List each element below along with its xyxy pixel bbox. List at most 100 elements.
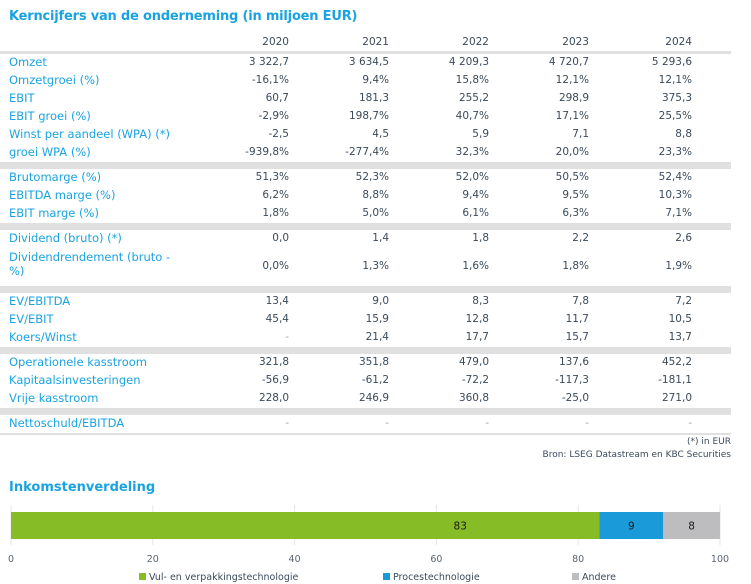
chart-title: Inkomstenverdeling — [9, 480, 156, 495]
cell-value: 9,5% — [562, 189, 589, 201]
cell-value: 181,3 — [358, 92, 389, 104]
cell-value: -277,4% — [345, 146, 389, 158]
cell-value: 1,3% — [362, 260, 389, 272]
cell-value: 11,7 — [565, 313, 589, 325]
table-row: EBITDA marge (%) 6,2% 8,8% 9,4% 9,5% 10,3% — [0, 187, 731, 205]
cell-value: -61,2 — [361, 374, 389, 386]
cell-value: 32,3% — [455, 146, 489, 158]
cell-value: 0,0% — [262, 260, 289, 272]
row-label: Koers/Winst — [9, 330, 77, 344]
table-row: Dividendrendement (bruto - %) 0,0% 1,3% 1,6… — [0, 248, 731, 286]
cell-value: 5 293,6 — [651, 56, 692, 68]
cell-value: 8,3 — [472, 295, 489, 307]
table-row: EBIT groei (%) -2,9% 198,7% 40,7% 17,1% 25,5% — [0, 108, 731, 126]
cell-value: 351,8 — [358, 356, 389, 368]
cell-value: 479,0 — [458, 356, 489, 368]
row-label: EV/EBITDA — [9, 294, 71, 308]
table-row: EV/EBIT 45,4 15,9 12,8 11,7 10,5 — [0, 311, 731, 329]
cell-value: 10,3% — [658, 189, 692, 201]
cell-value: 1,9% — [665, 260, 692, 272]
cell-value: 4 209,3 — [448, 56, 489, 68]
bar-segment — [599, 512, 664, 539]
table-row: Dividend (bruto) (*) 0,0 1,4 1,8 2,2 2,6 — [0, 230, 731, 248]
cell-value: -25,0 — [561, 392, 589, 404]
cell-value: 137,6 — [558, 356, 589, 368]
x-tick-label: 80 — [572, 554, 584, 565]
bar-data-label: 8 — [688, 521, 695, 533]
row-label: EBIT groei (%) — [9, 109, 91, 123]
cell-value: 198,7% — [348, 110, 389, 122]
cell-value: 12,1% — [555, 74, 589, 86]
x-tick-label: 100 — [711, 554, 729, 565]
cell-value: 0,0 — [272, 232, 289, 244]
cell-value: - — [688, 417, 692, 429]
cell-value: 52,0% — [455, 171, 489, 183]
table-row: Operationele kasstroom 321,8 351,8 479,0 137… — [0, 354, 731, 372]
table-row: Nettoschuld/EBITDA - - - - - — [0, 415, 731, 433]
cell-value: 23,3% — [658, 146, 692, 158]
cell-value: 7,8 — [572, 295, 589, 307]
cell-value: 321,8 — [258, 356, 289, 368]
cell-value: 8,8 — [675, 128, 692, 140]
cell-value: -2,9% — [258, 110, 289, 122]
cell-value: 360,8 — [458, 392, 489, 404]
row-label: EBIT marge (%) — [9, 206, 99, 220]
year-header: 2023 — [562, 36, 589, 48]
row-label: Omzetgroei (%) — [9, 73, 100, 87]
cell-value: 6,1% — [462, 207, 489, 219]
year-header: 2022 — [462, 36, 489, 48]
cell-value: 13,4 — [265, 295, 289, 307]
cell-value: -939,8% — [245, 146, 289, 158]
cell-value: 7,1% — [665, 207, 692, 219]
bar-data-label: 9 — [628, 521, 635, 533]
cell-value: 7,1 — [572, 128, 589, 140]
cell-value: 17,1% — [555, 110, 589, 122]
cell-value: 9,4% — [462, 189, 489, 201]
cell-value: 3 634,5 — [348, 56, 389, 68]
cell-value: - — [285, 331, 289, 343]
cell-value: 9,0 — [372, 295, 389, 307]
cell-value: 246,9 — [358, 392, 389, 404]
row-label: EBITDA marge (%) — [9, 188, 116, 202]
cell-value: -72,2 — [461, 374, 489, 386]
legend-label: Vul- en verpakkingstechnologie — [149, 572, 299, 583]
cell-value: - — [285, 417, 289, 429]
cell-value: 15,9 — [365, 313, 389, 325]
legend-item: Andere — [572, 572, 616, 583]
row-label: Dividend (bruto) (*) — [9, 231, 122, 245]
x-tick-label: 60 — [430, 554, 442, 565]
cell-value: - — [385, 417, 389, 429]
table-row: Omzetgroei (%) -16,1% 9,4% 15,8% 12,1% 12,1% — [0, 72, 731, 90]
table-row: Omzet 3 322,7 3 634,5 4 209,3 4 720,7 5 293,6 — [0, 54, 731, 72]
cell-value: 9,4% — [362, 74, 389, 86]
year-header: 2024 — [665, 36, 692, 48]
table-row: Koers/Winst - 21,4 17,7 15,7 13,7 — [0, 329, 731, 347]
cell-value: 20,0% — [555, 146, 589, 158]
row-label: EBIT — [9, 91, 35, 105]
key-figures-table: 2020 2021 2022 2023 2024 Omzet 3 322,7 3 6… — [0, 34, 731, 435]
cell-value: - — [585, 417, 589, 429]
row-label: Omzet — [9, 55, 47, 69]
group-separator — [0, 162, 731, 169]
cell-value: 1,8 — [472, 232, 489, 244]
cell-value: 40,7% — [455, 110, 489, 122]
cell-value: 2,6 — [675, 232, 692, 244]
cell-value: 15,8% — [455, 74, 489, 86]
row-label: Nettoschuld/EBITDA — [9, 416, 125, 430]
legend-swatch — [572, 573, 579, 580]
x-tick-label: 0 — [8, 554, 14, 565]
cell-value: -16,1% — [251, 74, 289, 86]
cell-value: 45,4 — [265, 313, 289, 325]
bar-data-label: 83 — [454, 521, 467, 533]
row-label: Operationele kasstroom — [9, 355, 147, 369]
cell-value: 21,4 — [365, 331, 389, 343]
cell-value: 5,0% — [362, 207, 389, 219]
group-separator — [0, 286, 731, 293]
cell-value: 1,4 — [372, 232, 389, 244]
cell-value: 1,8% — [262, 207, 289, 219]
cell-value: 4 720,7 — [548, 56, 589, 68]
table-row: EBIT marge (%) 1,8% 5,0% 6,1% 6,3% 7,1% — [0, 205, 731, 223]
legend-item: Procestechnologie — [383, 572, 480, 583]
table-row: groei WPA (%) -939,8% -277,4% 32,3% 20,0% 23,… — [0, 144, 731, 162]
row-label: groei WPA (%) — [9, 145, 91, 159]
